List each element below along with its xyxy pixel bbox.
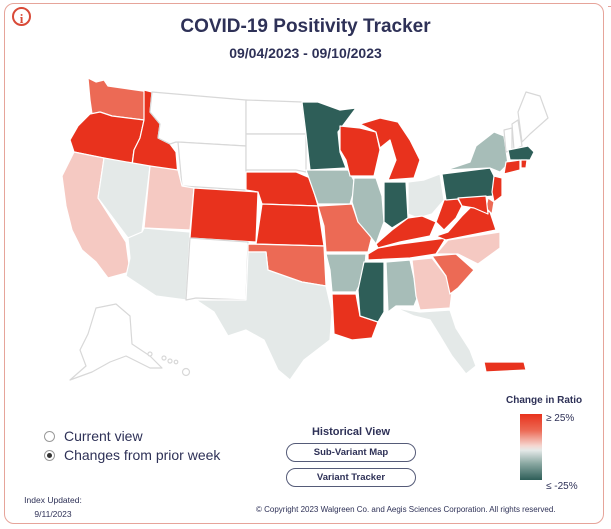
state-md[interactable] <box>457 195 489 215</box>
state-nd[interactable] <box>245 99 307 135</box>
view-option-current[interactable]: Current view <box>44 428 143 444</box>
state-ct[interactable] <box>503 159 521 175</box>
variant-tracker-button[interactable]: Variant Tracker <box>286 468 416 487</box>
state-ma[interactable] <box>507 145 535 161</box>
state-mn[interactable] <box>301 101 357 171</box>
state-nh[interactable] <box>511 119 523 151</box>
copyright-text: © Copyright 2023 Walgreen Co. and Aegis … <box>256 505 556 514</box>
state-pr[interactable] <box>483 361 527 373</box>
legend-low-label: ≤ -25% <box>546 481 578 492</box>
view-option-label: Changes from prior week <box>64 447 221 463</box>
radio-current[interactable] <box>44 430 55 442</box>
state-hi[interactable] <box>147 351 191 377</box>
state-tx[interactable] <box>195 251 333 381</box>
state-mi[interactable] <box>359 117 421 181</box>
index-updated-date: 9/11/2023 <box>34 509 72 519</box>
date-range: 09/04/2023 - 09/10/2023 <box>229 45 382 61</box>
state-ar[interactable] <box>325 253 367 293</box>
state-in[interactable] <box>383 181 409 229</box>
view-option-changes[interactable]: Changes from prior week <box>44 447 220 463</box>
state-mt[interactable] <box>149 91 247 147</box>
state-ks[interactable] <box>255 203 325 247</box>
state-oh[interactable] <box>407 173 445 219</box>
index-updated-label: Index Updated: <box>24 495 82 505</box>
state-vt[interactable] <box>503 127 513 153</box>
index-updated: Index Updated: 9/11/2023 <box>18 493 88 521</box>
state-az[interactable] <box>125 227 191 301</box>
state-al[interactable] <box>385 259 419 313</box>
state-la[interactable] <box>331 293 379 341</box>
state-me[interactable] <box>517 91 549 143</box>
radio-changes[interactable] <box>44 449 55 461</box>
state-nj[interactable] <box>491 175 503 203</box>
state-tn[interactable] <box>367 237 447 261</box>
state-nm[interactable] <box>185 237 249 301</box>
historical-view-title: Historical View <box>311 426 391 438</box>
legend-color-scale <box>520 414 542 480</box>
info-icon[interactable]: i <box>12 7 31 26</box>
state-ak[interactable] <box>69 303 163 381</box>
page-title: COVID-19 Positivity Tracker <box>180 16 431 37</box>
adjacent-card-edge <box>608 6 611 269</box>
legend-title: Change in Ratio <box>506 395 583 406</box>
state-wy[interactable] <box>177 141 247 191</box>
legend-high-label: ≥ 25% <box>546 413 575 424</box>
state-ri[interactable] <box>520 159 528 169</box>
state-ny[interactable] <box>445 131 509 173</box>
state-sd[interactable] <box>245 133 307 173</box>
view-option-label: Current view <box>64 428 143 444</box>
state-ms[interactable] <box>357 261 385 323</box>
state-wi[interactable] <box>339 125 381 177</box>
map-card-frame <box>4 3 604 524</box>
state-fl[interactable] <box>395 307 477 375</box>
state-pa[interactable] <box>441 167 497 201</box>
state-co[interactable] <box>189 187 259 243</box>
sub-variant-map-button[interactable]: Sub-Variant Map <box>286 443 416 462</box>
